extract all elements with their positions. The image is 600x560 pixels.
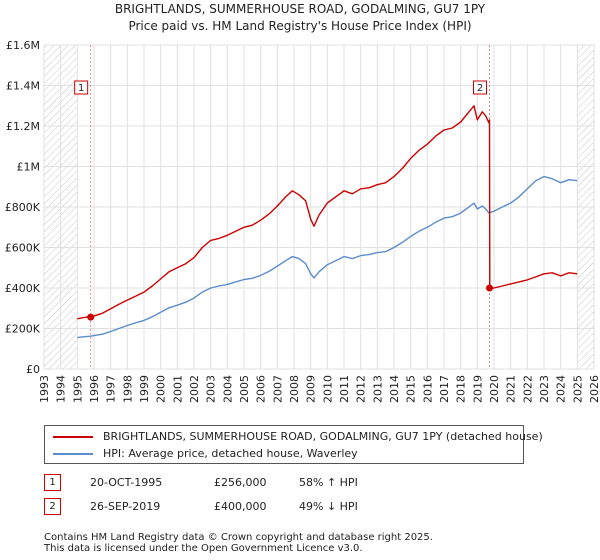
sale-row: 1 20-OCT-1995 £256,000 58% ↑ HPI [44,474,564,498]
footer-copyright: Contains HM Land Registry data © Crown c… [44,532,433,543]
x-tick-label: 2000 [155,375,168,403]
x-tick-label: 2026 [588,375,600,403]
sale-row: 2 26-SEP-2019 £400,000 49% ↓ HPI [44,498,564,522]
x-tick-label: 2020 [488,375,501,403]
legend-label-hpi: HPI: Average price, detached house, Wave… [103,447,358,460]
sale-price: £400,000 [214,500,267,513]
x-tick-label: 2007 [271,375,284,403]
x-tick-label: 2021 [505,375,518,403]
sale-hpi-change: 58% ↑ HPI [299,476,358,489]
x-tick-label: 2014 [388,375,401,403]
x-tick-label: 2011 [338,375,351,403]
x-tick-label: 1997 [105,375,118,403]
y-tick-label: £1M [17,161,41,174]
x-tick-label: 2022 [521,375,534,403]
y-tick-label: £200K [5,323,41,336]
x-tick-label: 2009 [305,375,318,403]
sale-number-badge: 1 [44,474,61,491]
x-tick-label: 2002 [188,375,201,403]
x-tick-label: 2004 [221,375,234,403]
x-tick-label: 2006 [255,375,268,403]
x-tick-label: 2010 [321,375,334,403]
x-tick-label: 2019 [471,375,484,403]
x-tick-label: 2025 [571,375,584,403]
y-tick-label: £400K [5,282,41,295]
x-tick-label: 1994 [55,375,68,403]
sale-hpi-change: 49% ↓ HPI [299,500,358,513]
series-lines [77,105,578,339]
sales-table: 1 20-OCT-1995 £256,000 58% ↑ HPI 2 26-SE… [44,474,564,522]
y-tick-label: £1.4M [6,80,40,93]
x-tick-label: 2024 [555,375,568,403]
sale-date: 26-SEP-2019 [90,500,161,513]
sale-point [486,284,493,292]
x-tick-label: 2001 [171,375,184,403]
sale-point [87,313,95,321]
price-chart: BRIGHTLANDS, SUMMERHOUSE ROAD, GODALMING… [5,2,600,403]
x-tick-label: 2003 [205,375,218,403]
y-tick-label: £600K [5,242,41,255]
x-tick-label: 2018 [455,375,468,403]
x-tick-label: 2017 [438,375,451,403]
x-tick-label: 2005 [238,375,251,403]
chart-subtitle: Price paid vs. HM Land Registry's House … [128,19,471,33]
sale-annotation-label: 1 [78,83,84,94]
chart-title: BRIGHTLANDS, SUMMERHOUSE ROAD, GODALMING… [115,2,486,16]
sale-number-badge: 2 [44,498,61,515]
sale-date: 20-OCT-1995 [90,476,163,489]
x-tick-label: 1998 [121,375,134,403]
x-tick-label: 2012 [355,375,368,403]
axes: £0 £200K £400K £600K £800K £1M £1.2M £1.4M £1.6M… [5,39,600,403]
legend-swatch-hpi [53,453,93,455]
y-tick-label: £0 [26,363,40,376]
y-tick-label: £1.6M [6,39,40,52]
x-tick-label: 2016 [421,375,434,403]
legend-label-property: BRIGHTLANDS, SUMMERHOUSE ROAD, GODALMING… [103,430,543,443]
sale-annotation-box [74,80,89,95]
x-tick-label: 1993 [38,375,51,403]
sale-price: £256,000 [214,476,267,489]
legend: BRIGHTLANDS, SUMMERHOUSE ROAD, GODALMING… [44,425,543,464]
x-tick-label: 1999 [138,375,151,403]
y-tick-label: £1.2M [6,120,40,133]
x-tick-label: 2015 [405,375,418,403]
x-tick-label: 2023 [538,375,551,403]
x-tick-label: 2013 [371,375,384,403]
legend-swatch-property [53,436,93,438]
x-tick-label: 2008 [288,375,301,403]
x-tick-label: 1995 [71,375,84,403]
property-price-line [77,105,578,320]
sale-annotation-box [473,80,487,95]
x-tick-label: 1996 [88,375,101,403]
footer: Contains HM Land Registry data © Crown c… [44,532,433,554]
footer-licence: This data is licensed under the Open Gov… [44,543,363,554]
y-tick-label: £800K [5,201,41,214]
sale-annotation-label: 2 [477,83,483,94]
